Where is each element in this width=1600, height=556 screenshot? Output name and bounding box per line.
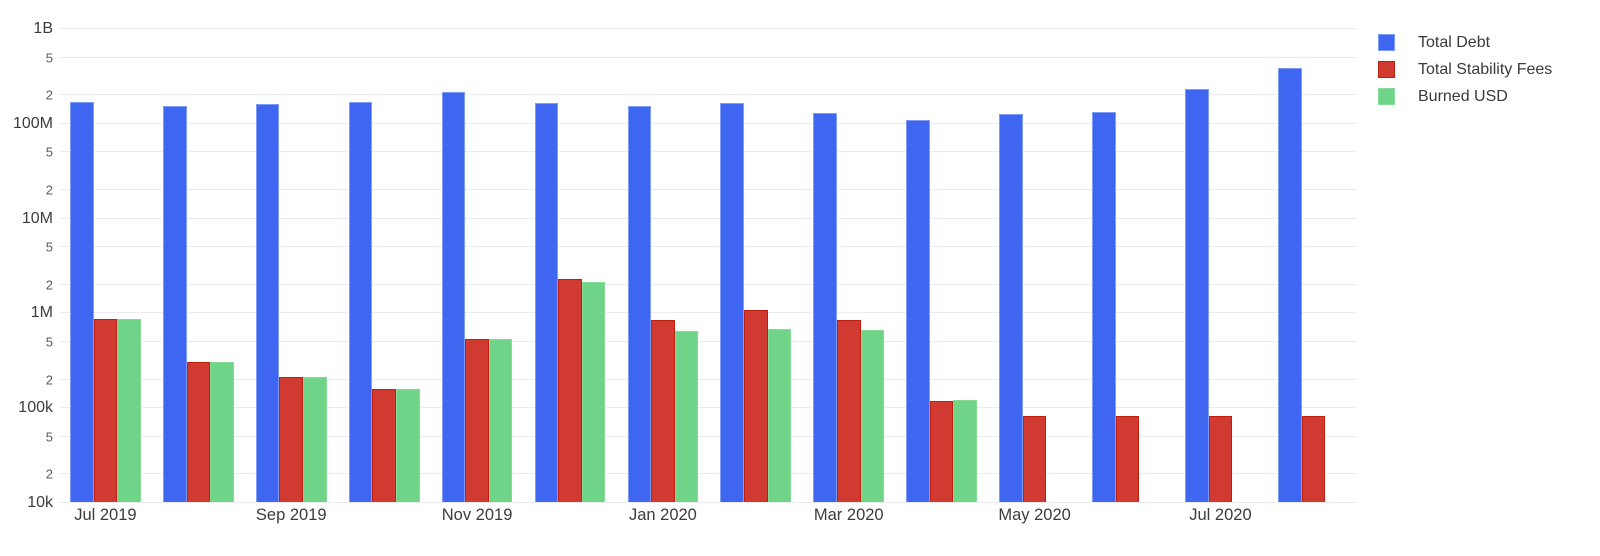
gridline <box>60 378 1357 380</box>
legend-swatch-total-debt <box>1378 34 1395 51</box>
legend-swatch-burned-usd <box>1378 88 1395 105</box>
gridline <box>60 151 1357 153</box>
gridline <box>60 283 1357 285</box>
y-tick-label: 2 <box>45 372 53 388</box>
legend-swatch-total-stability-fees <box>1378 61 1395 78</box>
bar-total-stability-fees[interactable] <box>186 361 211 502</box>
gridline <box>60 407 1357 409</box>
y-tick-label: 100k <box>18 399 53 417</box>
bar-total-stability-fees[interactable] <box>1022 416 1047 502</box>
bar-total-debt[interactable] <box>534 103 559 502</box>
legend-item-burned-usd[interactable]: Burned USD <box>1378 87 1552 106</box>
bar-total-debt[interactable] <box>1277 68 1302 502</box>
legend-label-total-debt: Total Debt <box>1418 33 1491 51</box>
gridline <box>60 217 1357 219</box>
y-tick-label: 5 <box>45 334 53 350</box>
legend-label-burned-usd: Burned USD <box>1418 87 1508 105</box>
bar-total-debt[interactable] <box>1092 111 1116 502</box>
bar-total-stability-fees[interactable] <box>558 279 582 502</box>
x-tick-label: Mar 2020 <box>813 506 884 524</box>
bar-burned-usd[interactable] <box>674 330 699 502</box>
bar-total-stability-fees[interactable] <box>1301 416 1326 502</box>
y-tick-label: 5 <box>45 429 53 445</box>
bar-burned-usd[interactable] <box>117 318 141 502</box>
y-tick-label: 2 <box>45 182 53 198</box>
y-tick-label: 1B <box>33 20 53 37</box>
bar-total-stability-fees[interactable] <box>372 389 396 502</box>
gridline <box>60 94 1357 96</box>
x-tick-label: Sep 2019 <box>255 506 327 524</box>
bar-burned-usd[interactable] <box>210 361 234 502</box>
bar-burned-usd[interactable] <box>395 389 420 502</box>
bar-total-stability-fees[interactable] <box>1208 416 1233 502</box>
gridline <box>60 246 1357 248</box>
bar-burned-usd[interactable] <box>488 339 513 502</box>
x-tick-label: Jan 2020 <box>628 506 697 524</box>
bar-total-debt[interactable] <box>348 102 373 502</box>
bar-total-debt[interactable] <box>441 91 466 502</box>
bar-total-debt[interactable] <box>813 112 837 502</box>
y-tick-label: 5 <box>45 239 53 255</box>
gridline <box>60 340 1357 342</box>
bar-total-debt[interactable] <box>162 106 187 502</box>
gridline <box>60 473 1357 475</box>
bar-total-debt[interactable] <box>255 103 280 502</box>
y-tick-label: 100M <box>12 114 53 132</box>
y-tick-label: 2 <box>45 87 53 103</box>
bar-burned-usd[interactable] <box>767 329 792 502</box>
bar-burned-usd[interactable] <box>860 330 885 502</box>
bar-total-stability-fees[interactable] <box>465 339 489 502</box>
y-tick-label: 5 <box>45 50 53 66</box>
y-tick-label: 10M <box>21 209 53 227</box>
y-tick-label: 10k <box>27 494 53 511</box>
legend-label-total-stability-fees: Total Stability Fees <box>1418 60 1553 78</box>
x-tick-label: Jul 2020 <box>1189 506 1252 524</box>
legend-item-total-debt[interactable]: Total Debt <box>1378 33 1552 52</box>
bar-total-debt[interactable] <box>720 103 745 502</box>
bar-total-debt[interactable] <box>1185 88 1209 502</box>
bar-total-debt[interactable] <box>999 113 1023 502</box>
bar-total-debt[interactable] <box>627 106 652 502</box>
bar-total-stability-fees[interactable] <box>1115 416 1140 502</box>
x-tick-label: Jul 2019 <box>74 506 137 524</box>
y-tick-label: 2 <box>45 466 53 482</box>
gridline <box>60 122 1357 124</box>
bar-total-stability-fees[interactable] <box>929 400 954 502</box>
gridline <box>60 312 1357 314</box>
bar-total-stability-fees[interactable] <box>651 319 675 502</box>
gridline <box>60 189 1357 191</box>
legend-item-total-stability-fees[interactable]: Total Stability Fees <box>1378 60 1552 79</box>
bar-total-stability-fees[interactable] <box>279 377 304 502</box>
bar-burned-usd[interactable] <box>953 399 978 502</box>
gridline <box>60 502 1357 503</box>
x-tick-label: Nov 2019 <box>441 506 513 524</box>
gridline <box>60 28 1357 29</box>
bar-total-debt[interactable] <box>906 119 930 502</box>
gridline <box>60 435 1357 437</box>
y-tick-label: 1M <box>30 304 53 322</box>
gridline <box>60 56 1357 58</box>
y-tick-label: 5 <box>45 144 53 160</box>
bar-total-stability-fees[interactable] <box>744 309 768 502</box>
bar-total-stability-fees[interactable] <box>836 319 861 502</box>
bar-total-debt[interactable] <box>70 102 94 502</box>
bar-total-stability-fees[interactable] <box>93 318 118 502</box>
x-tick-label: May 2020 <box>998 506 1071 524</box>
bar-burned-usd[interactable] <box>303 377 327 502</box>
bar-burned-usd[interactable] <box>581 281 606 502</box>
legend: Total Debt Total Stability Fees Burned U… <box>1378 33 1552 114</box>
y-tick-label: 2 <box>45 277 53 293</box>
